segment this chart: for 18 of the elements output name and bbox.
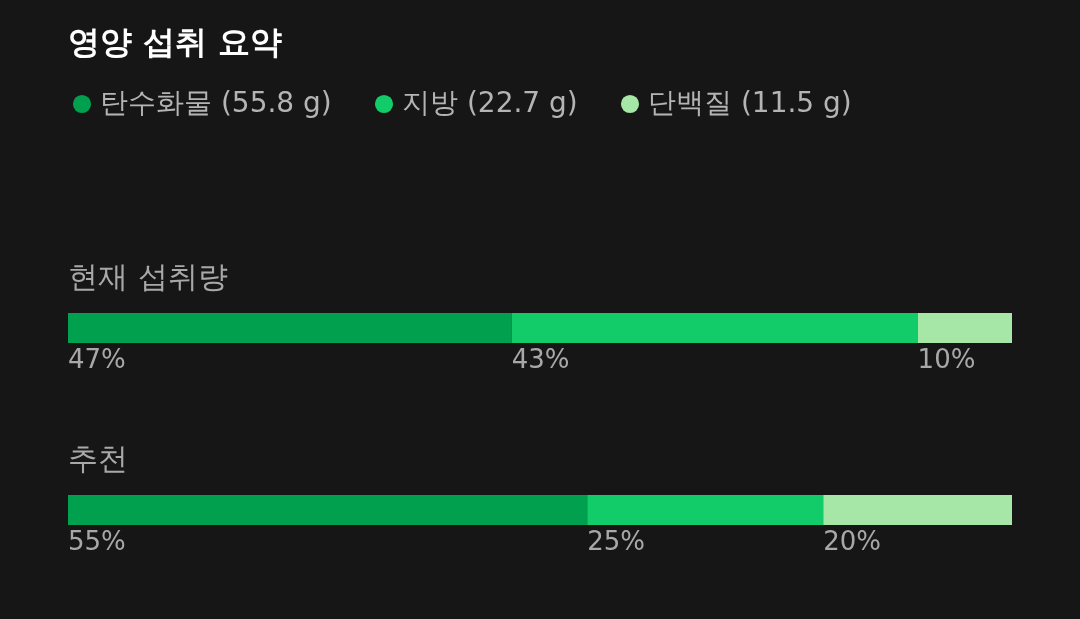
legend-label: 단백질 (11.5 g) (648, 86, 852, 119)
bar (511, 313, 918, 343)
data-label: 25% (587, 526, 645, 556)
data-label: 43% (511, 344, 570, 374)
data-label: 47% (68, 344, 126, 374)
bar (587, 495, 824, 525)
data-label: 10% (917, 344, 976, 374)
legend-label: 지방 (22.7 g) (402, 86, 578, 119)
chart-title: 영양 섭취 요약 (68, 23, 283, 61)
y-tick-label: 추천 (68, 441, 128, 476)
data-label: 55% (68, 526, 126, 556)
bar (917, 313, 1012, 343)
bar (68, 495, 588, 525)
legend-label: 탄수화물 (55.8 g) (100, 86, 332, 119)
bar (823, 495, 1012, 525)
bar (68, 313, 512, 343)
data-label: 20% (823, 526, 881, 556)
y-tick-label: 현재 섭취량 (68, 259, 228, 294)
